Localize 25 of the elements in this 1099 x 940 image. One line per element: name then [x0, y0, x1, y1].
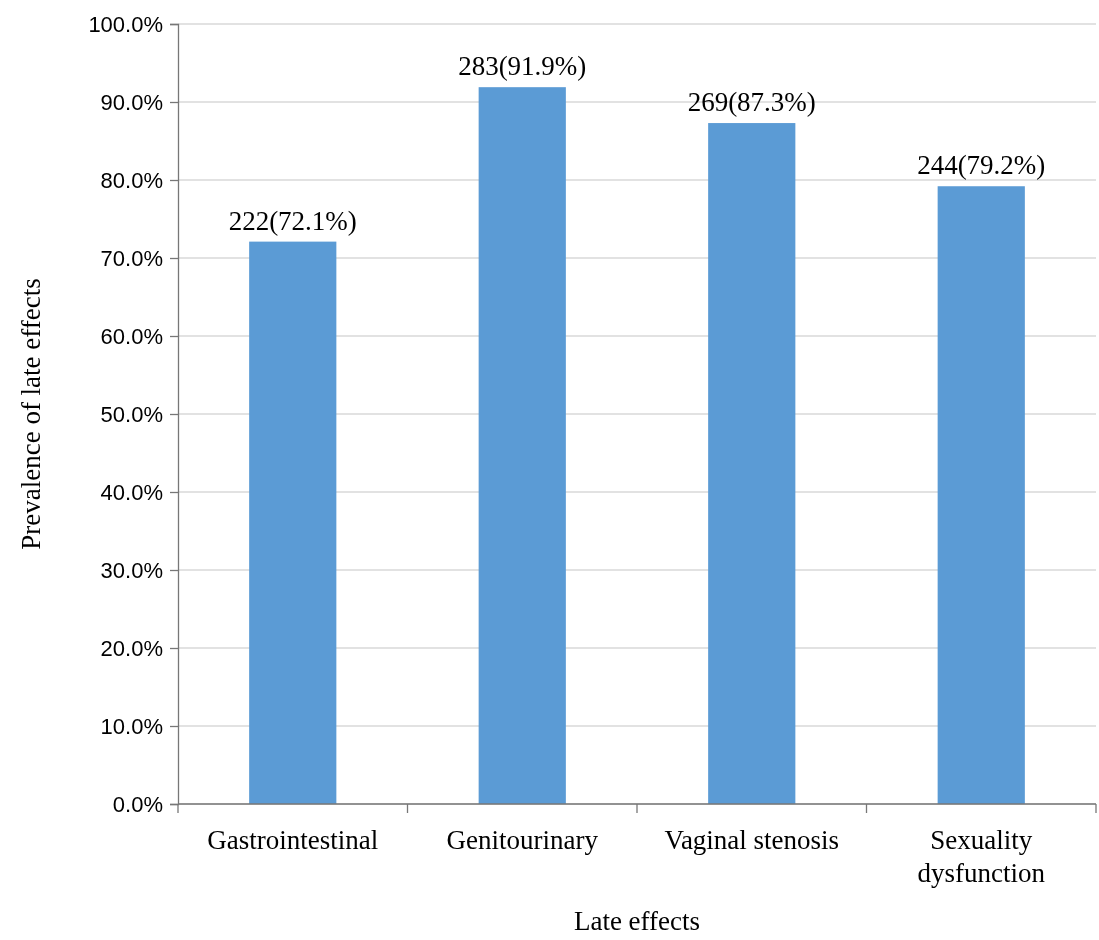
y-tick-label: 80.0% — [100, 167, 163, 193]
x-tick-label: Genitourinary — [446, 825, 599, 855]
bar — [708, 123, 796, 804]
x-tick-label: Sexuality dysfunction — [917, 825, 1046, 888]
data-label: 244(79.2%) — [917, 150, 1046, 181]
y-tick-label: 0.0% — [112, 791, 163, 817]
y-tick-label: 100.0% — [88, 11, 163, 37]
y-tick-label: 30.0% — [100, 557, 163, 583]
y-tick-label: 90.0% — [100, 89, 163, 115]
y-tick-label: 40.0% — [100, 479, 163, 505]
bar — [937, 186, 1025, 804]
x-axis-title: Late effects — [573, 906, 701, 936]
y-tick-label: 20.0% — [100, 635, 163, 661]
data-label: 269(87.3%) — [687, 87, 816, 118]
data-label: 283(91.9%) — [458, 51, 587, 82]
y-tick-label: 50.0% — [100, 401, 163, 427]
y-tick-label: 70.0% — [100, 245, 163, 271]
x-tick-label: Gastrointestinal — [207, 825, 379, 855]
y-axis-title: Prevalence of late effects — [16, 278, 46, 550]
bar — [249, 241, 337, 804]
y-tick-label: 60.0% — [100, 323, 163, 349]
data-label: 222(72.1%) — [228, 205, 357, 236]
bar — [478, 87, 566, 804]
x-tick-label: Vaginal stenosis — [664, 825, 840, 855]
y-tick-label: 10.0% — [100, 713, 163, 739]
